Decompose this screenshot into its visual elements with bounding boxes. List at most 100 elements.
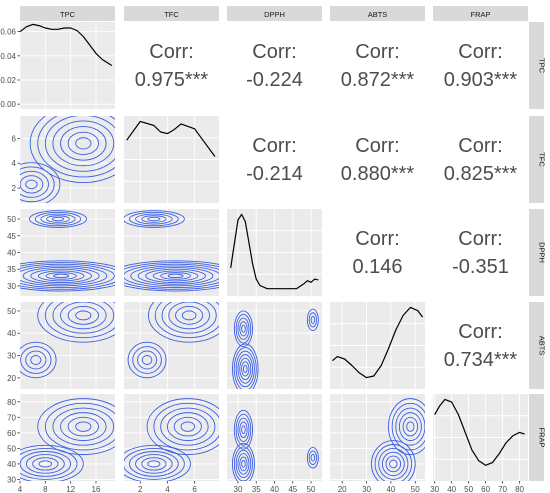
panel-bg	[20, 394, 115, 481]
panel-frap-dpph	[227, 394, 322, 481]
density-contour-line	[132, 346, 162, 374]
density-contour-line	[141, 215, 167, 223]
density-contour-line	[20, 263, 115, 289]
corr-label: Corr:	[458, 41, 502, 63]
x-tick-label-frap: 80	[515, 485, 524, 493]
corr-value: -0.351	[452, 256, 509, 278]
density-contour-line	[395, 407, 425, 446]
panel-bg	[227, 116, 322, 203]
x-tick-label-tpc: 12	[66, 485, 75, 493]
corr-value: 0.975***	[135, 69, 209, 91]
density-contour-line	[370, 440, 416, 481]
corr-label: Corr:	[355, 41, 399, 63]
density-contour-line	[20, 260, 115, 292]
density-contour-line	[30, 268, 93, 284]
corr-label: Corr:	[252, 41, 296, 63]
density-contour-line	[75, 310, 92, 321]
density-contour-line	[44, 302, 115, 339]
density-contour-line	[20, 346, 52, 374]
density-contour-line	[147, 216, 161, 222]
density-contour-line	[34, 211, 82, 227]
density-contour-line	[20, 166, 55, 203]
density-contour-line	[237, 317, 250, 340]
density-contour-line	[173, 416, 202, 437]
density-contour-line	[235, 449, 252, 479]
density-curve-dpph	[230, 213, 319, 290]
density-contour-line	[25, 454, 65, 474]
density-contour-line	[181, 310, 197, 321]
column-label-tpc: TPC	[60, 10, 76, 19]
density-contour-line	[147, 460, 161, 468]
column-strip-tpc: TPC	[20, 6, 115, 21]
panel-bg	[227, 22, 322, 109]
density-contour-line	[124, 260, 219, 292]
corr-value: 0.825***	[444, 163, 518, 185]
density-contour-line	[22, 267, 100, 285]
density-contour-line	[44, 402, 115, 451]
density-contour-line	[233, 310, 253, 348]
y-tick-label-abts: 40	[7, 329, 16, 338]
density-contour-line	[306, 308, 319, 331]
density-contour-line	[129, 451, 179, 477]
panel-tfc-tpc	[19, 116, 115, 203]
density-contour-line	[25, 179, 38, 190]
panel-bg	[433, 22, 528, 109]
corr-value: -0.224	[246, 69, 303, 91]
panel-frap-frap	[433, 394, 528, 481]
panel-tpc-tpc	[19, 22, 115, 109]
density-contour-line	[75, 137, 92, 150]
density-contour-line	[40, 213, 76, 225]
density-contour-line	[137, 267, 214, 285]
density-contour-line	[45, 272, 77, 280]
density-contour-line	[129, 211, 179, 227]
density-contour-line	[235, 314, 252, 344]
x-tick-label-dpph: 30	[234, 485, 243, 493]
strip-bg	[529, 302, 544, 389]
corr-label: Corr:	[458, 228, 502, 250]
density-contour-line	[175, 306, 204, 325]
column-label-abts: ABTS	[368, 10, 388, 19]
density-contour-line	[37, 270, 85, 282]
strip-bg	[529, 209, 544, 296]
density-contour-line	[124, 447, 185, 480]
x-tick-label-abts: 40	[386, 485, 395, 493]
density-contour-line	[146, 398, 219, 456]
column-label-tfc: TFC	[164, 10, 179, 19]
density-contour-line	[160, 272, 191, 280]
density-contour-line	[310, 453, 316, 462]
density-contour-line	[152, 270, 199, 282]
density-contour-line	[67, 416, 99, 437]
density-contour-line	[233, 409, 253, 450]
density-contour-line	[306, 446, 319, 469]
density-contour-line	[235, 413, 252, 446]
density-contour-line	[20, 175, 44, 194]
panel-abts-abts	[330, 302, 425, 389]
density-contour-line	[241, 361, 250, 377]
column-strip-dpph: DPPH	[227, 6, 322, 21]
panel-tfc-dpph: Corr: -0.214	[227, 116, 322, 203]
panel-abts-dpph	[227, 302, 322, 389]
density-contour-line	[135, 454, 173, 474]
y-tick-label-tpc: 0.02	[0, 76, 16, 85]
density-contour-line	[52, 302, 115, 334]
panel-bg	[330, 116, 425, 203]
density-contour-line	[374, 444, 413, 481]
x-tick-label-tpc: 16	[92, 485, 101, 493]
density-contour-line	[37, 398, 115, 456]
density-contour-line	[20, 162, 61, 203]
density-contour-line	[124, 262, 219, 290]
density-contour-line	[161, 302, 217, 334]
y-tick-label-tfc: 2	[12, 184, 17, 193]
density-contour-line	[241, 460, 246, 468]
panel-abts-tfc	[124, 302, 219, 389]
y-tick-label-dpph: 45	[7, 232, 16, 241]
density-contour-line	[20, 341, 57, 379]
column-strip-tfc: TFC	[124, 6, 219, 21]
y-tick-label-dpph: 50	[7, 215, 16, 224]
density-curve-abts	[332, 306, 424, 379]
density-contour-line	[166, 412, 209, 442]
density-contour-line	[30, 355, 42, 365]
panel-abts-frap: Corr: 0.734***	[433, 302, 528, 389]
y-tick-label-dpph: 40	[7, 249, 16, 258]
panel-frap-tpc	[19, 394, 115, 481]
